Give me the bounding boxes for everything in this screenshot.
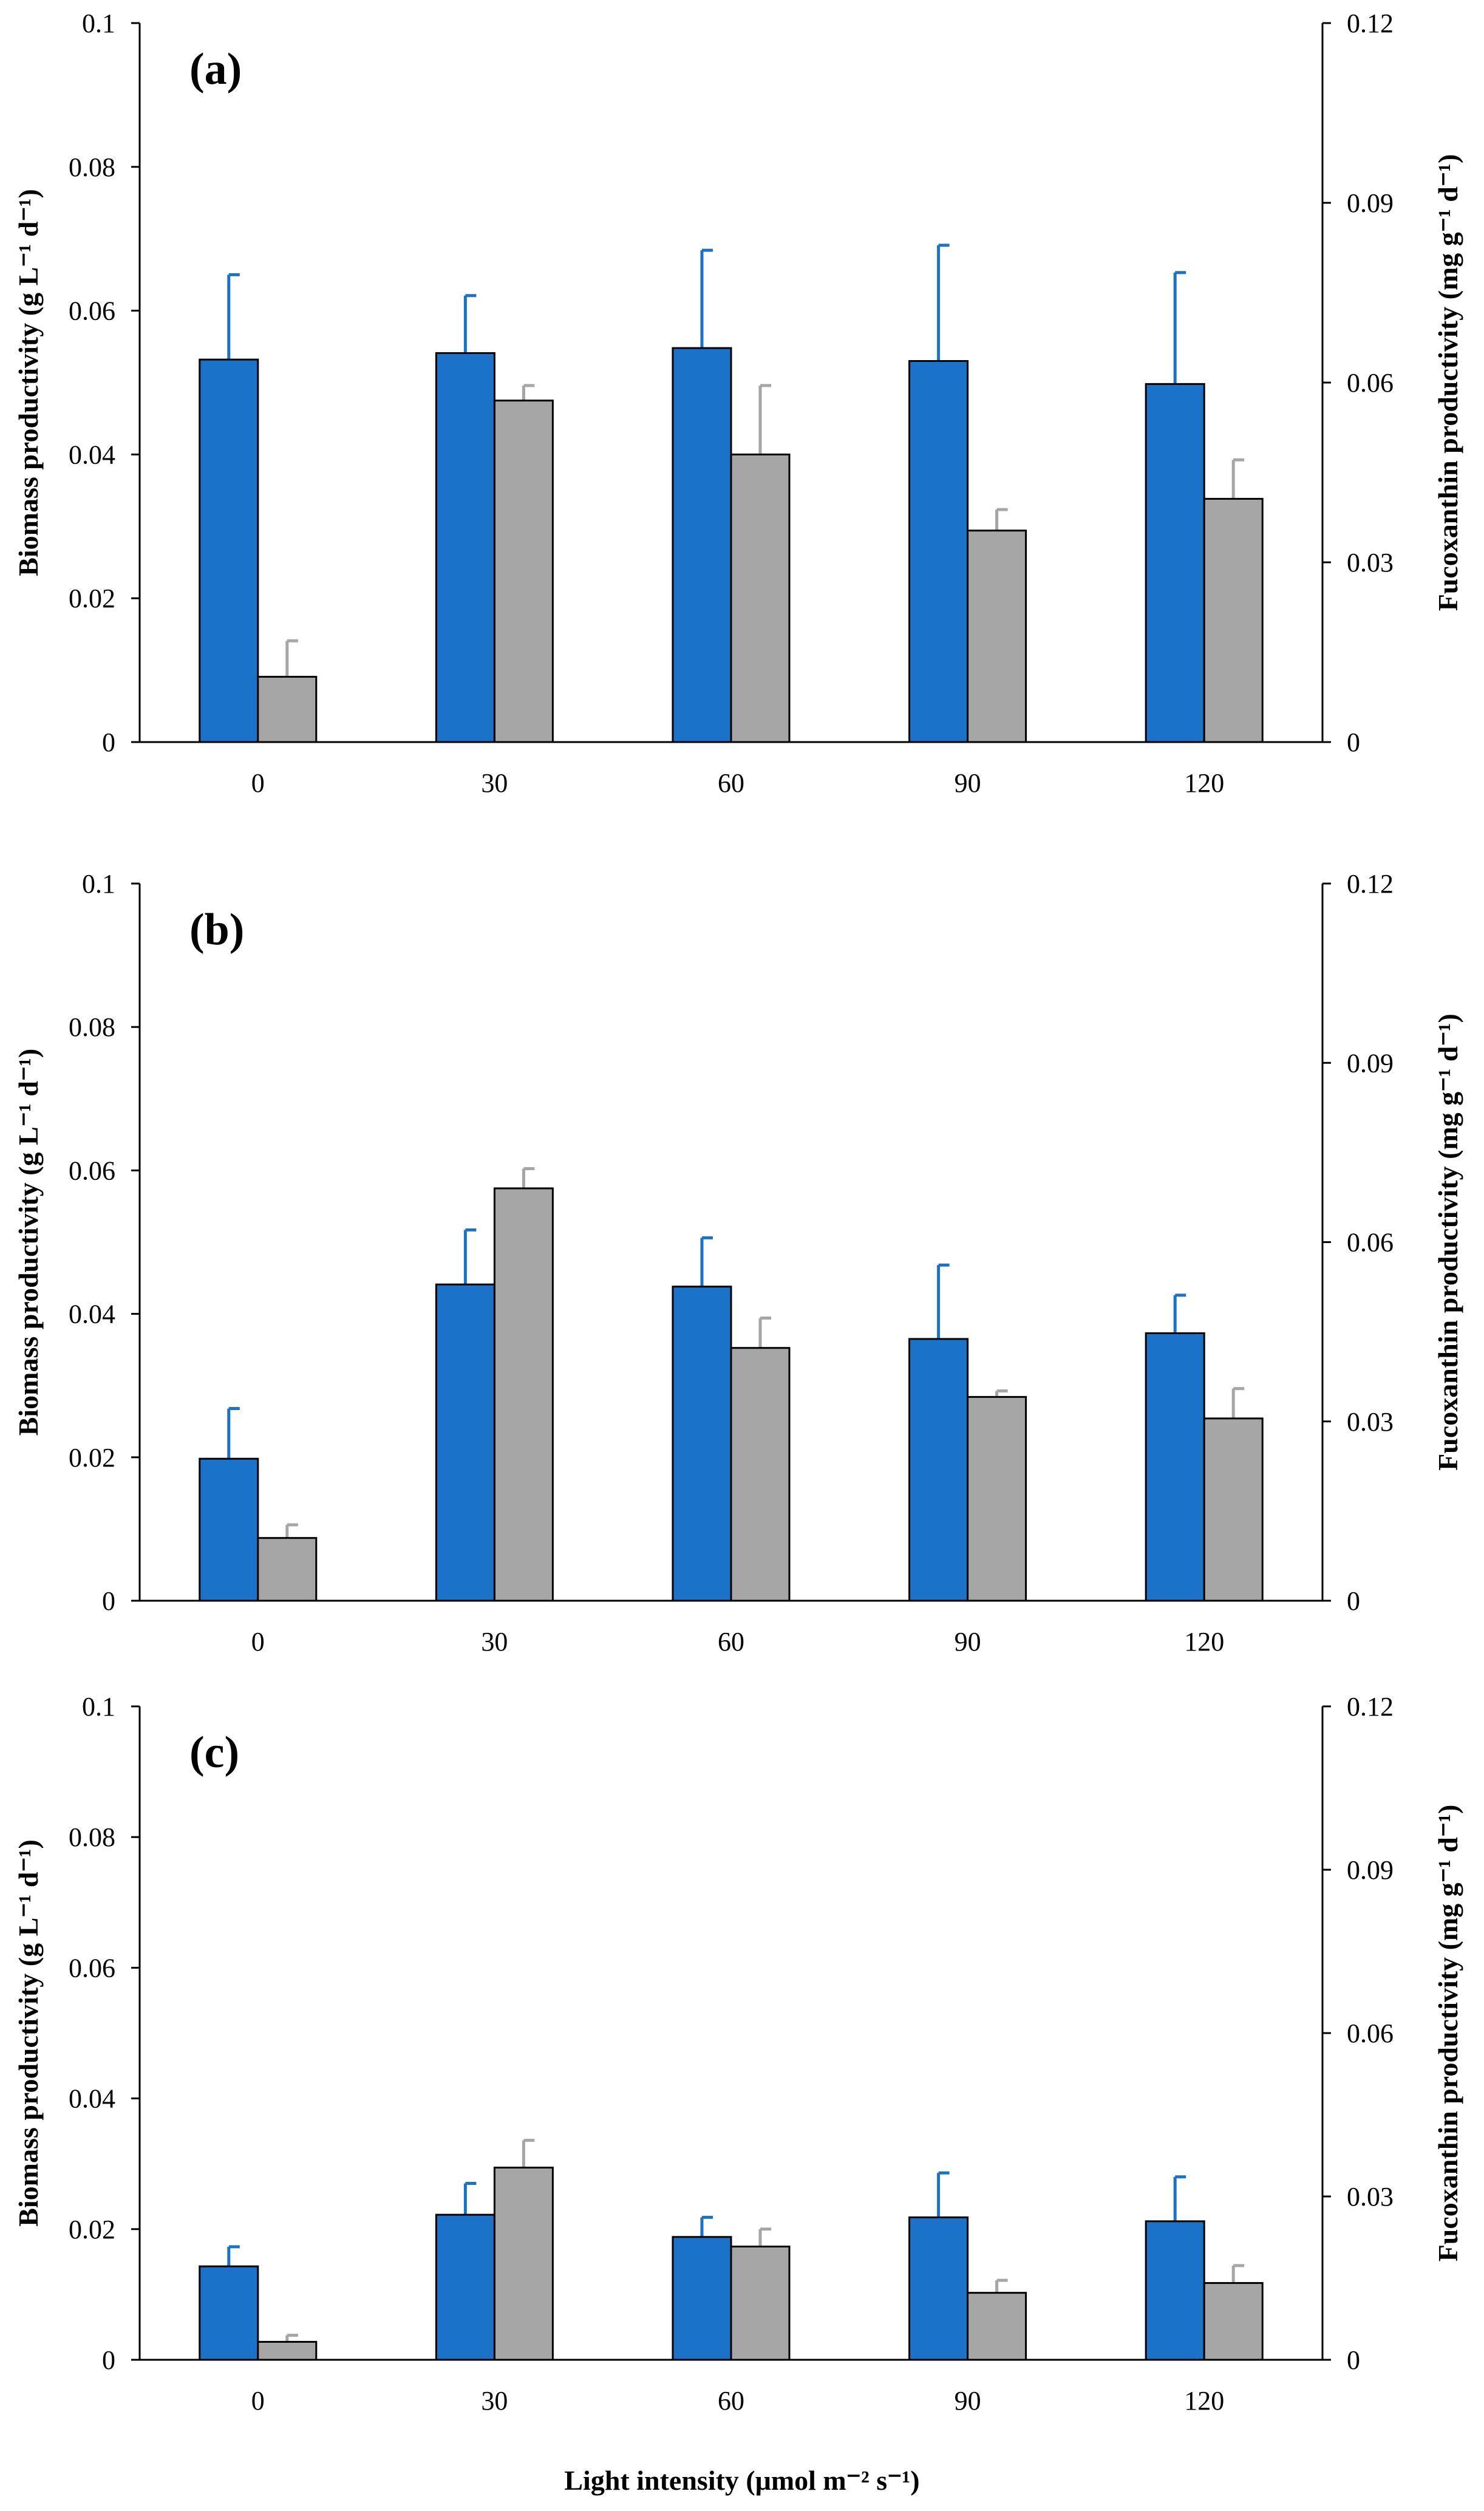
- biomass-bar: [1145, 1332, 1205, 1602]
- y-right-tick-label: 0: [1347, 1586, 1360, 1616]
- fucoxanthin-bar: [967, 1395, 1027, 1602]
- y-right-tick-label: 0.06: [1347, 1228, 1394, 1258]
- x-tick-label: 30: [481, 768, 508, 798]
- y-left-tick-label: 0: [102, 2345, 115, 2375]
- y-left-tick-label: 0.08: [69, 1012, 115, 1042]
- panel-label: (b): [189, 905, 244, 955]
- x-tick-label: 120: [1184, 768, 1224, 798]
- biomass-bar: [1145, 2220, 1205, 2361]
- y-left-tick-label: 0.1: [82, 1692, 115, 1722]
- y-right-tick-label: 0.03: [1347, 1407, 1394, 1437]
- biomass-bar: [908, 2216, 969, 2361]
- y-left-tick-label: 0.02: [69, 584, 115, 613]
- y-right-tick-label: 0.12: [1347, 9, 1394, 38]
- y-right-tick-label: 0: [1347, 727, 1360, 757]
- y-left-tick-label: 0: [102, 727, 115, 757]
- fucoxanthin-bar: [1203, 497, 1264, 743]
- y-left-tick-label: 0.04: [69, 1300, 115, 1329]
- x-tick-label: 0: [251, 768, 265, 798]
- panel-label: (c): [189, 1728, 239, 1777]
- fucoxanthin-bar: [730, 2245, 791, 2361]
- y-left-axis-title: Biomass productivity (g L⁻¹ d⁻¹): [13, 1049, 44, 1436]
- x-tick-label: 120: [1184, 2386, 1224, 2416]
- fucoxanthin-bar: [493, 2166, 554, 2361]
- chart-panel: 0 0.02 0.04 0.06 0.08 0.1 0 0.03 0.06 0.09 0.12 0 30…: [13, 869, 1463, 1657]
- x-tick-label: 90: [955, 768, 981, 798]
- y-left-tick-label: 0.02: [69, 2215, 115, 2244]
- y-right-tick-label: 0.09: [1347, 188, 1394, 218]
- y-left-tick-label: 0.06: [69, 1953, 115, 1983]
- y-left-tick-label: 0.06: [69, 296, 115, 326]
- y-right-axis-title: Fucoxanthin productivity (mg g⁻¹ d⁻¹): [1432, 154, 1463, 612]
- x-tick-label: 60: [718, 2386, 744, 2416]
- fucoxanthin-bar: [967, 530, 1027, 743]
- x-tick-label: 0: [251, 1627, 265, 1657]
- y-left-tick-label: 0.08: [69, 1822, 115, 1852]
- x-tick-label: 30: [481, 2386, 508, 2416]
- y-left-tick-label: 0.04: [69, 440, 115, 469]
- y-left-tick-label: 0.08: [69, 152, 115, 182]
- y-right-axis-title: Fucoxanthin productivity (mg g⁻¹ d⁻¹): [1432, 1805, 1463, 2262]
- y-right-tick-label: 0.06: [1347, 368, 1394, 398]
- y-left-tick-label: 0.04: [69, 2084, 115, 2114]
- y-left-tick-label: 0.1: [82, 869, 115, 899]
- chart-panel: 0 0.02 0.04 0.06 0.08 0.1 0 0.03 0.06 0.09 0.12 0 30…: [13, 1692, 1463, 2416]
- x-tick-label: 120: [1184, 1627, 1224, 1657]
- fucoxanthin-bar: [257, 1537, 318, 1602]
- x-tick-label: 0: [251, 2386, 265, 2416]
- biomass-bar: [908, 1338, 969, 1602]
- biomass-bar: [199, 1457, 259, 1602]
- x-tick-label: 90: [955, 2386, 981, 2416]
- y-right-axis-title: Fucoxanthin productivity (mg g⁻¹ d⁻¹): [1432, 1014, 1463, 1471]
- y-right-tick-label: 0.03: [1347, 2182, 1394, 2212]
- y-right-tick-label: 0.09: [1347, 1855, 1394, 1885]
- biomass-bar: [435, 2213, 495, 2361]
- y-left-tick-label: 0: [102, 1586, 115, 1616]
- fucoxanthin-bar: [730, 453, 791, 743]
- x-tick-label: 30: [481, 1627, 508, 1657]
- x-axis-title: Light intensity (μmol m⁻² s⁻¹): [564, 2465, 919, 2496]
- fucoxanthin-bar: [1203, 2282, 1264, 2361]
- biomass-bar: [199, 358, 259, 743]
- biomass-bar: [672, 2236, 732, 2361]
- fucoxanthin-bar: [493, 400, 554, 743]
- panels: 0 0.02 0.04 0.06 0.08 0.1 0 0.03 0.06 0.09 0.12 0 30…: [13, 9, 1463, 2416]
- biomass-bar: [199, 2265, 259, 2361]
- fucoxanthin-bar: [1203, 1417, 1264, 1602]
- y-left-tick-label: 0.02: [69, 1443, 115, 1473]
- y-right-tick-label: 0.06: [1347, 2019, 1394, 2048]
- y-right-tick-label: 0.03: [1347, 548, 1394, 577]
- fucoxanthin-bar: [967, 2292, 1027, 2361]
- fucoxanthin-bar: [730, 1347, 791, 1602]
- biomass-bar: [435, 352, 495, 743]
- x-tick-label: 90: [955, 1627, 981, 1657]
- x-tick-label: 60: [718, 1627, 744, 1657]
- y-left-axis-title: Biomass productivity (g L⁻¹ d⁻¹): [13, 189, 44, 576]
- y-left-axis-title: Biomass productivity (g L⁻¹ d⁻¹): [13, 1839, 44, 2227]
- biomass-bar: [672, 1286, 732, 1602]
- y-right-tick-label: 0.12: [1347, 869, 1394, 899]
- x-tick-label: 60: [718, 768, 744, 798]
- y-right-tick-label: 0.12: [1347, 1692, 1394, 1722]
- chart-panel: 0 0.02 0.04 0.06 0.08 0.1 0 0.03 0.06 0.09 0.12 0 30…: [13, 9, 1463, 798]
- fucoxanthin-bar: [257, 675, 318, 743]
- y-left-tick-label: 0.06: [69, 1156, 115, 1185]
- biomass-bar: [1145, 383, 1205, 743]
- fucoxanthin-bar: [493, 1187, 554, 1602]
- biomass-bar: [672, 347, 732, 743]
- panel-label: (a): [189, 44, 242, 94]
- fucoxanthin-bar: [257, 2340, 318, 2361]
- y-left-tick-label: 0.1: [82, 9, 115, 38]
- y-right-tick-label: 0.09: [1347, 1048, 1394, 1078]
- biomass-bar: [908, 359, 969, 743]
- y-right-tick-label: 0: [1347, 2345, 1360, 2375]
- biomass-bar: [435, 1283, 495, 1602]
